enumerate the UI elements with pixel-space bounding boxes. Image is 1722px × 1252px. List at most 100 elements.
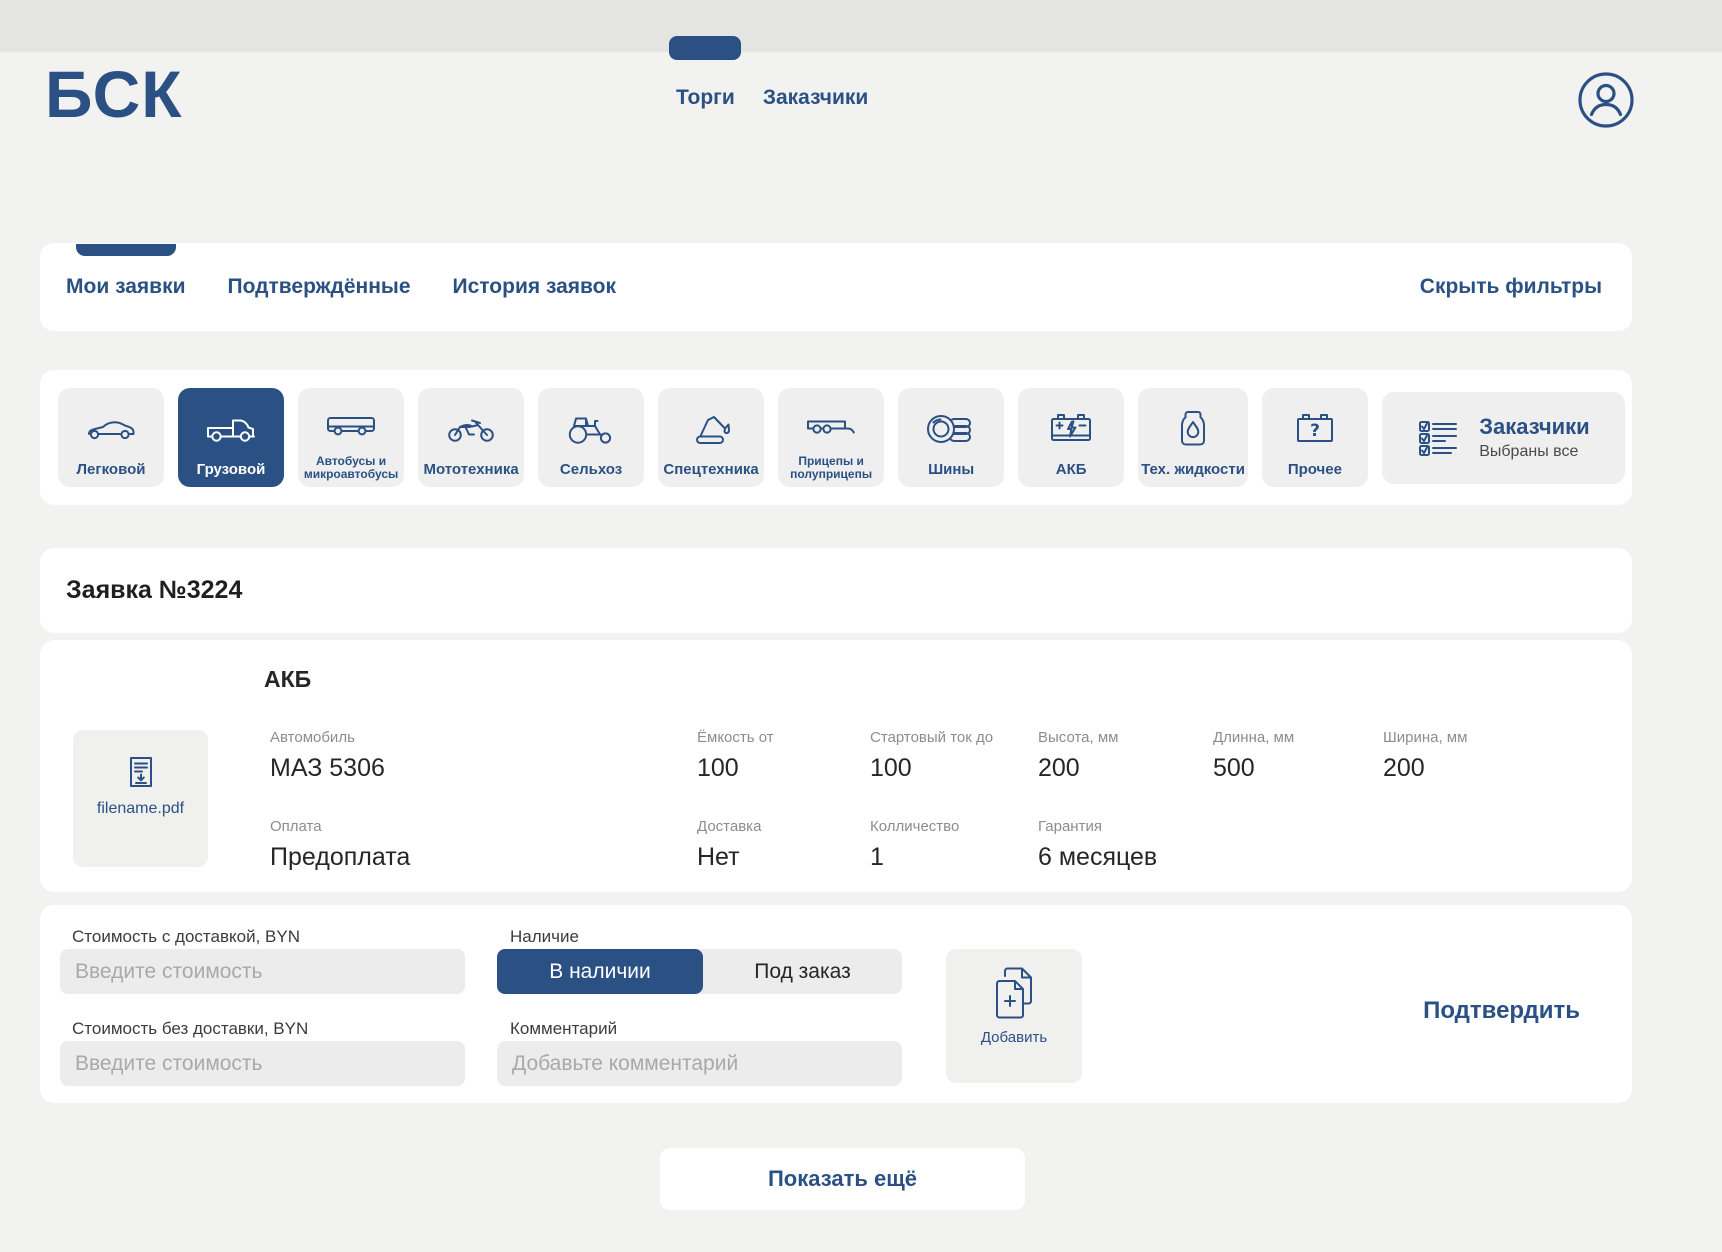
request-card: Заявка №3224 — [40, 548, 1632, 633]
availability-label: Наличие — [510, 927, 579, 946]
price-without-delivery-input[interactable] — [60, 1041, 465, 1086]
field-value: МАЗ 5306 — [270, 754, 385, 782]
category-tile-4[interactable]: Мототехника — [418, 388, 525, 487]
category-tile-label: Мототехника — [423, 460, 519, 478]
category-tile-7[interactable]: Прицепы и полуприцепы — [778, 388, 885, 487]
field-label: Ёмкость от — [697, 729, 774, 746]
top-strip — [0, 0, 1722, 52]
category-tile-label: Автобусы и микроавтобусы — [303, 453, 399, 481]
categories-bar: Легковой Грузовой Автобусы и микроавтобусы… — [40, 370, 1632, 505]
category-tile-label: Тех. жидкости — [1141, 460, 1245, 478]
tab-label: История заявок — [452, 275, 617, 298]
logo[interactable]: БСК — [45, 57, 183, 131]
detail-field: Доставка Нет — [697, 818, 870, 872]
detail-field: Ёмкость от 100 — [697, 729, 870, 783]
request-title: Заявка №3224 — [66, 576, 243, 604]
category-tile-10[interactable]: Тех. жидкости — [1138, 388, 1248, 487]
category-tile-label: Прицепы и полуприцепы — [790, 453, 873, 481]
tab-my-requests[interactable]: Мои заявки — [66, 244, 186, 299]
add-offer-button[interactable]: Добавить — [946, 949, 1082, 1083]
customers-filter-panel[interactable]: Заказчики Выбраны все — [1381, 391, 1625, 484]
tab-history[interactable]: История заявок — [453, 275, 617, 299]
request-details-card: АКБ filename.pdf Автомобиль МАЗ 5306 Ёмкос… — [40, 640, 1632, 892]
category-tile-5[interactable]: Сельхоз — [538, 388, 645, 487]
field-label: Высота, мм — [1038, 729, 1119, 746]
nav-item-torgi[interactable]: Торги — [669, 36, 742, 110]
category-tile-label: АКБ — [1055, 460, 1087, 478]
field-label: Оплата — [270, 818, 322, 835]
tractor-icon — [565, 388, 617, 462]
add-button-label: Добавить — [980, 1029, 1048, 1046]
field-value: Предоплата — [270, 843, 411, 871]
segment-label: В наличии — [549, 959, 651, 983]
detail-field: Ширина, мм 200 — [1383, 729, 1632, 783]
field-value: 100 — [870, 754, 912, 782]
filters-bar: Мои заявки Подтверждённые История заявок… — [40, 243, 1632, 331]
field-value: 200 — [1038, 754, 1080, 782]
category-tile-3[interactable]: Автобусы и микроавтобусы — [298, 388, 405, 487]
details-section-title: АКБ — [264, 666, 312, 692]
comment-input[interactable] — [497, 1041, 902, 1086]
tire-icon — [926, 388, 976, 462]
price-with-delivery-input[interactable] — [60, 949, 465, 994]
field-value: 100 — [697, 754, 739, 782]
category-tile-label: Легковой — [76, 460, 146, 478]
detail-field: Автомобиль МАЗ 5306 — [270, 729, 697, 783]
customers-panel-text: Заказчики Выбраны все — [1479, 414, 1589, 461]
category-tile-2[interactable]: Грузовой — [178, 388, 284, 487]
document-icon — [129, 756, 153, 788]
active-nav-indicator — [669, 36, 742, 60]
attachment-filename: filename.pdf — [96, 800, 185, 817]
detail-field: Стартовый ток до 100 — [870, 729, 1038, 783]
field-label: Колличество — [870, 818, 960, 835]
excavator-icon — [685, 388, 737, 462]
attachment-tile[interactable]: filename.pdf — [73, 730, 208, 867]
confirm-button[interactable]: Подтвердить — [1423, 997, 1580, 1024]
category-tile-label: Прочее — [1287, 460, 1342, 478]
field-label: Длинна, мм — [1213, 729, 1295, 746]
field-label: Доставка — [697, 818, 762, 835]
offer-form-card: Стоимость с доставкой, BYN Стоимость без… — [40, 905, 1632, 1103]
detail-field: Колличество 1 — [870, 818, 1038, 872]
category-tile-label: Шины — [928, 460, 975, 478]
field-value: 500 — [1213, 754, 1255, 782]
customers-panel-title: Заказчики — [1479, 414, 1590, 439]
category-tile-6[interactable]: Спецтехника — [658, 388, 765, 487]
nav-label: Заказчики — [762, 86, 869, 109]
checklist-icon — [1417, 420, 1459, 456]
user-icon[interactable] — [1576, 70, 1636, 130]
detail-field: Оплата Предоплата — [270, 818, 697, 872]
svg-text:?: ? — [1310, 421, 1320, 441]
details-fields-grid: Автомобиль МАЗ 5306 Ёмкость от 100 Стартовый… — [270, 729, 1632, 872]
category-tile-label: Спецтехника — [663, 460, 759, 478]
field-label: Стартовый ток до — [870, 729, 994, 746]
field-value: 6 месяцев — [1038, 843, 1158, 871]
field-value: Нет — [697, 843, 740, 871]
category-tile-1[interactable]: Легковой — [58, 388, 164, 487]
tab-label: Мои заявки — [66, 275, 186, 298]
field-value: 1 — [870, 843, 884, 871]
hide-filters-link[interactable]: Скрыть фильтры — [1419, 275, 1602, 298]
show-more-button[interactable]: Показать ещё — [660, 1148, 1025, 1210]
availability-option-on-order[interactable]: Под заказ — [703, 949, 902, 994]
comment-label: Комментарий — [510, 1019, 618, 1038]
category-tile-label: Грузовой — [196, 460, 266, 478]
category-tile-9[interactable]: АКБ — [1018, 388, 1125, 487]
field-label: Ширина, мм — [1383, 729, 1468, 746]
category-tile-11[interactable]: ? Прочее — [1261, 388, 1368, 487]
category-tiles: Легковой Грузовой Автобусы и микроавтобусы… — [58, 388, 1625, 487]
active-tab-indicator — [75, 244, 176, 256]
tab-confirmed[interactable]: Подтверждённые — [228, 275, 411, 299]
availability-toggle: В наличии Под заказ — [497, 949, 902, 994]
nav-item-zakazchiki[interactable]: Заказчики — [763, 80, 868, 110]
field-label: Автомобиль — [270, 729, 355, 746]
availability-option-in-stock[interactable]: В наличии — [497, 949, 703, 994]
add-copy-icon — [989, 965, 1039, 1023]
filter-tabs: Мои заявки Подтверждённые История заявок — [66, 244, 617, 299]
fluid-icon — [1176, 388, 1210, 462]
nav-label: Торги — [676, 86, 735, 109]
category-tile-8[interactable]: Шины — [898, 388, 1005, 487]
customers-panel-subtitle: Выбраны все — [1479, 443, 1579, 460]
segment-label: Под заказ — [754, 959, 851, 983]
